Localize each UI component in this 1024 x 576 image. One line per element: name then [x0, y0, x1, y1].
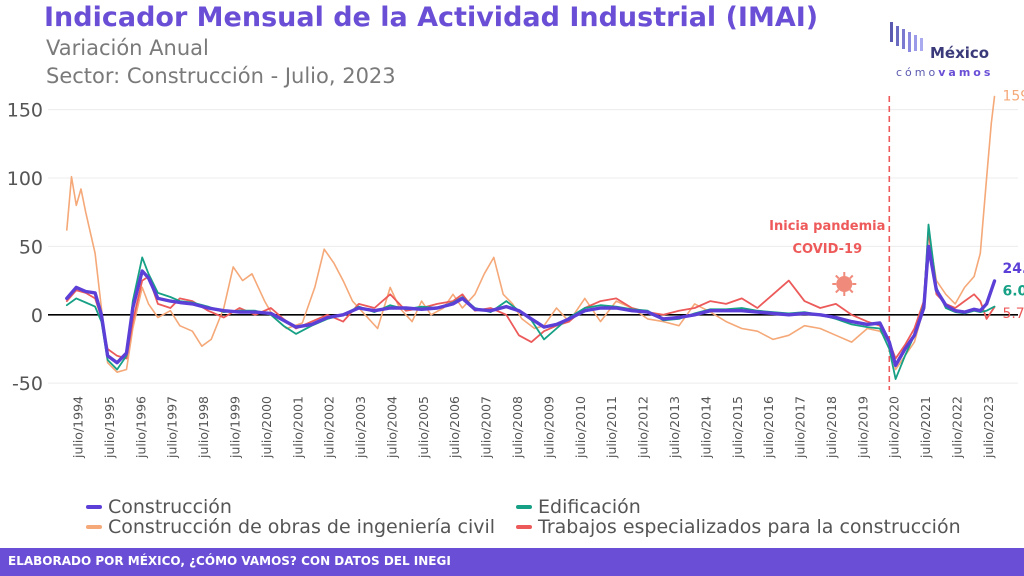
- legend-item-construccion: Construcción: [86, 496, 232, 518]
- y-tick-label: 100: [7, 168, 43, 190]
- legend-label-construccion: Construcción: [108, 496, 232, 518]
- virus-spike: [835, 274, 840, 280]
- x-tick-label: julio/2008: [510, 396, 525, 459]
- series-line-construccion: [65, 244, 997, 368]
- logo-text-mexico: México: [930, 44, 990, 62]
- x-tick-label: julio/2007: [479, 396, 494, 459]
- legend-label-especializados: Trabajos especializados para la construc…: [538, 516, 961, 538]
- legend-item-edificacion: Edificación: [516, 496, 641, 518]
- end-label-especializados: 5.7: [1002, 306, 1024, 322]
- end-label-edificacion: 6.0: [1002, 284, 1024, 300]
- x-tick-label: julio/2023: [981, 396, 996, 459]
- x-tick-label: julio/2015: [730, 396, 745, 459]
- x-tick-label: julio/1998: [196, 396, 211, 459]
- sector-subtitle: Sector: Construcción - Julio, 2023: [46, 64, 396, 88]
- series-line-ingenieria: [66, 95, 996, 373]
- x-tick-label: julio/2000: [259, 396, 274, 459]
- end-label-construccion: 24.7: [1002, 261, 1024, 277]
- page-subtitle: Variación Anual: [46, 36, 209, 60]
- legend-label-ingenieria: Construcción de obras de ingeniería civi…: [108, 516, 496, 538]
- y-tick-label: -50: [12, 373, 43, 395]
- legend-swatch-ingenieria: [86, 525, 102, 529]
- line-chart: -50 0 50 100 150 julio/1994 julio/1995 julio/19…: [7, 89, 1024, 459]
- x-tick-label: julio/2012: [636, 396, 651, 459]
- footer-source-text: ELABORADO POR MÉXICO, ¿CÓMO VAMOS? CON D…: [8, 554, 451, 568]
- logo-text-como-vamos: cómovamos: [896, 66, 994, 79]
- x-tick-label: julio/2010: [573, 396, 588, 459]
- x-tick-label: julio/2006: [447, 396, 462, 459]
- x-tick-label: julio/2003: [353, 396, 368, 459]
- x-tick-label: julio/2020: [887, 396, 902, 459]
- x-tick-label: julio/1995: [102, 396, 117, 459]
- y-tick-label: 150: [7, 100, 43, 122]
- y-tick-label: 0: [31, 305, 43, 327]
- x-tick-label: julio/2001: [290, 396, 305, 459]
- x-tick-label: julio/2009: [541, 396, 556, 459]
- x-tick-label: julio/2013: [667, 396, 682, 459]
- end-label-ingenieria: 159.6: [1002, 89, 1024, 105]
- x-tick-label: julio/2019: [855, 396, 870, 459]
- virus-icon: [836, 276, 853, 292]
- x-tick-label: julio/1997: [165, 396, 180, 459]
- x-tick-label: julio/2005: [416, 396, 431, 459]
- legend-item-ingenieria: Construcción de obras de ingeniería civi…: [86, 516, 495, 538]
- x-tick-label: julio/2014: [698, 396, 713, 459]
- virus-spike: [849, 274, 854, 280]
- legend-label-edificacion: Edificación: [538, 496, 641, 518]
- legend-swatch-construccion: [86, 505, 102, 509]
- logo-bars-icon: [890, 22, 923, 52]
- pandemic-annotation-line1: Inicia pandemia: [769, 219, 885, 234]
- x-tick-label: julio/2002: [322, 396, 337, 459]
- y-tick-label: 50: [19, 236, 43, 258]
- x-tick-label: julio/2004: [384, 396, 399, 459]
- virus-spike: [849, 288, 854, 294]
- x-tick-label: julio/2022: [949, 396, 964, 459]
- legend-item-especializados: Trabajos especializados para la construc…: [516, 516, 961, 538]
- x-tick-label: julio/2017: [793, 396, 808, 459]
- x-tick-label: julio/1994: [71, 396, 86, 459]
- virus-spike: [835, 288, 840, 294]
- legend-swatch-edificacion: [516, 505, 532, 509]
- x-tick-label: julio/2016: [761, 396, 776, 459]
- mexico-como-vamos-logo: México cómovamos: [888, 20, 1008, 84]
- x-tick-label: julio/2011: [604, 396, 619, 459]
- legend-swatch-especializados: [516, 525, 532, 529]
- x-tick-label: julio/1996: [133, 396, 148, 459]
- pandemic-annotation-line2: COVID-19: [792, 242, 862, 257]
- page-title: Indicador Mensual de la Actividad Indust…: [44, 2, 819, 33]
- x-tick-label: julio/1999: [227, 396, 242, 459]
- x-tick-label: julio/2018: [824, 396, 839, 459]
- footer-bar: ELABORADO POR MÉXICO, ¿CÓMO VAMOS? CON D…: [0, 548, 1024, 576]
- x-tick-label: julio/2021: [918, 396, 933, 459]
